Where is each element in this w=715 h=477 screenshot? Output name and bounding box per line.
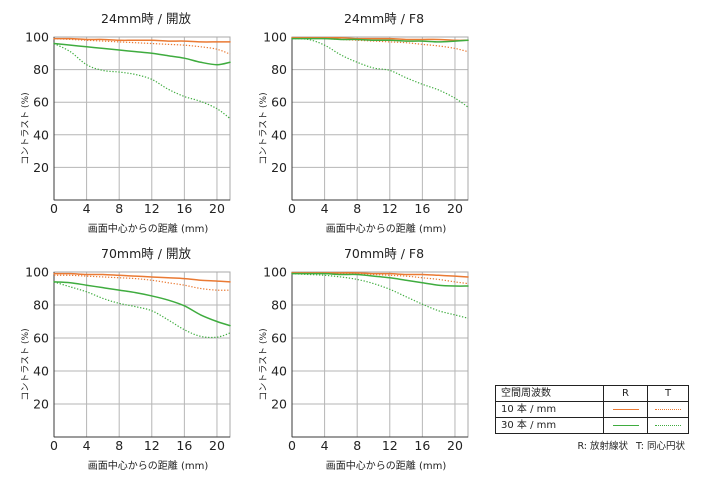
legend-header-frequency: 空間周波数 bbox=[495, 385, 604, 402]
legend-note-t: T: 同心円状 bbox=[636, 441, 685, 452]
legend-swatch-dotted bbox=[655, 424, 681, 426]
legend-row-label: 30 本 / mm bbox=[495, 417, 604, 434]
legend-swatch-solid bbox=[612, 424, 639, 426]
y-axis-label: コントラスト (%) bbox=[20, 328, 31, 400]
legend-swatch-dotted bbox=[655, 408, 681, 410]
x-axis-label: 画面中心からの距離 (mm) bbox=[88, 222, 209, 235]
x-tick-label: 12 bbox=[382, 201, 398, 216]
y-tick-label: 80 bbox=[33, 298, 49, 313]
chart-title: 70mm時 / F8 bbox=[344, 246, 424, 261]
x-tick-label: 20 bbox=[447, 201, 463, 216]
mtf-chart-2: 0 4 8 12 16 20 20 40 60 80 100 24mm時 / F8 画面中心からの距離 … bbox=[258, 11, 469, 235]
x-tick-label: 8 bbox=[353, 438, 361, 453]
y-tick-label: 80 bbox=[33, 62, 49, 77]
mtf-chart-4: 0 4 8 12 16 20 20 40 60 80 100 70mm時 / F8 画面中心からの距離 … bbox=[258, 246, 469, 472]
legend-note: R: 放射線状 T: 同心円状 bbox=[577, 438, 685, 452]
x-tick-label: 4 bbox=[83, 201, 91, 216]
x-tick-label: 20 bbox=[209, 438, 225, 453]
x-axis-label: 画面中心からの距離 (mm) bbox=[88, 459, 209, 472]
legend-header-r: R bbox=[603, 385, 648, 402]
y-axis-label: コントラスト (%) bbox=[258, 92, 269, 164]
y-axis-label: コントラスト (%) bbox=[258, 328, 269, 400]
y-tick-label: 40 bbox=[271, 127, 287, 142]
mtf-curve-4 bbox=[53, 281, 231, 339]
x-tick-label: 4 bbox=[83, 438, 91, 453]
plot-frame bbox=[53, 271, 231, 438]
mtf-chart-3: 0 4 8 12 16 20 20 40 60 80 100 70mm時 / 開放画面中心からの距離 … bbox=[20, 246, 231, 472]
plot-frame bbox=[291, 271, 469, 438]
mtf-curve-3 bbox=[53, 42, 231, 66]
y-tick-label: 20 bbox=[271, 397, 287, 412]
mtf-curve-4 bbox=[291, 273, 469, 319]
plot-frame bbox=[53, 36, 231, 201]
x-tick-label: 4 bbox=[321, 201, 329, 216]
x-tick-label: 16 bbox=[414, 201, 430, 216]
x-tick-label: 0 bbox=[50, 201, 58, 216]
legend-row-label: 10 本 / mm bbox=[495, 401, 604, 418]
y-tick-label: 100 bbox=[25, 30, 49, 45]
chart-title: 24mm時 / F8 bbox=[344, 11, 424, 26]
x-tick-label: 12 bbox=[144, 438, 160, 453]
legend-cell-t bbox=[647, 417, 689, 434]
x-tick-label: 16 bbox=[176, 201, 192, 216]
x-tick-label: 8 bbox=[115, 201, 123, 216]
y-tick-label: 100 bbox=[263, 30, 287, 45]
mtf-curve-2 bbox=[291, 272, 469, 285]
legend-header-t: T bbox=[647, 385, 689, 402]
x-tick-label: 20 bbox=[209, 201, 225, 216]
x-axis-label: 画面中心からの距離 (mm) bbox=[326, 222, 447, 235]
legend-header-row: 空間周波数 R T bbox=[495, 385, 689, 402]
x-tick-label: 12 bbox=[382, 438, 398, 453]
y-tick-label: 40 bbox=[33, 364, 49, 379]
mtf-curve-2 bbox=[53, 274, 231, 291]
mtf-curve-3 bbox=[291, 272, 469, 287]
y-tick-label: 40 bbox=[33, 127, 49, 142]
plot-frame bbox=[291, 36, 469, 201]
y-tick-label: 80 bbox=[271, 298, 287, 313]
y-tick-label: 80 bbox=[271, 62, 287, 77]
legend-note-r: R: 放射線状 bbox=[577, 441, 629, 452]
x-tick-label: 8 bbox=[115, 438, 123, 453]
mtf-curve-1 bbox=[53, 272, 231, 283]
y-tick-label: 20 bbox=[271, 160, 287, 175]
chart-title: 24mm時 / 開放 bbox=[101, 11, 191, 26]
mtf-curve-3 bbox=[291, 37, 469, 43]
x-tick-label: 8 bbox=[353, 201, 361, 216]
mtf-chart-1: 0 4 8 12 16 20 20 40 60 80 100 24mm時 / 開放画面中心からの距離 … bbox=[20, 11, 231, 235]
legend-cell-t bbox=[647, 401, 689, 418]
legend-row: 10 本 / mm bbox=[495, 401, 689, 418]
x-tick-label: 4 bbox=[321, 438, 329, 453]
y-tick-label: 40 bbox=[271, 364, 287, 379]
mtf-curve-3 bbox=[53, 281, 231, 327]
y-tick-label: 20 bbox=[33, 160, 49, 175]
mtf-curve-4 bbox=[53, 42, 231, 119]
mtf-curve-2 bbox=[53, 38, 231, 55]
x-tick-label: 16 bbox=[414, 438, 430, 453]
legend-table: 空間周波数 R T 10 本 / mm 30 本 / mm bbox=[495, 385, 689, 434]
y-axis-label: コントラスト (%) bbox=[20, 92, 31, 164]
y-tick-label: 60 bbox=[271, 331, 287, 346]
y-tick-label: 100 bbox=[263, 265, 287, 280]
legend-cell-r bbox=[603, 417, 648, 434]
legend-swatch-solid bbox=[612, 408, 639, 410]
x-tick-label: 0 bbox=[50, 438, 58, 453]
chart-title: 70mm時 / 開放 bbox=[101, 246, 191, 261]
mtf-curve-4 bbox=[291, 38, 469, 108]
x-tick-label: 0 bbox=[288, 438, 296, 453]
y-tick-label: 60 bbox=[271, 95, 287, 110]
x-tick-label: 20 bbox=[447, 438, 463, 453]
legend-row: 30 本 / mm bbox=[495, 417, 689, 434]
y-tick-label: 100 bbox=[25, 265, 49, 280]
legend-cell-r bbox=[603, 401, 648, 418]
y-tick-label: 20 bbox=[33, 397, 49, 412]
x-tick-label: 16 bbox=[176, 438, 192, 453]
mtf-curve-1 bbox=[291, 37, 469, 42]
x-tick-label: 12 bbox=[144, 201, 160, 216]
x-axis-label: 画面中心からの距離 (mm) bbox=[326, 459, 447, 472]
x-tick-label: 0 bbox=[288, 201, 296, 216]
mtf-curve-1 bbox=[53, 37, 231, 43]
y-tick-label: 60 bbox=[33, 95, 49, 110]
y-tick-label: 60 bbox=[33, 331, 49, 346]
